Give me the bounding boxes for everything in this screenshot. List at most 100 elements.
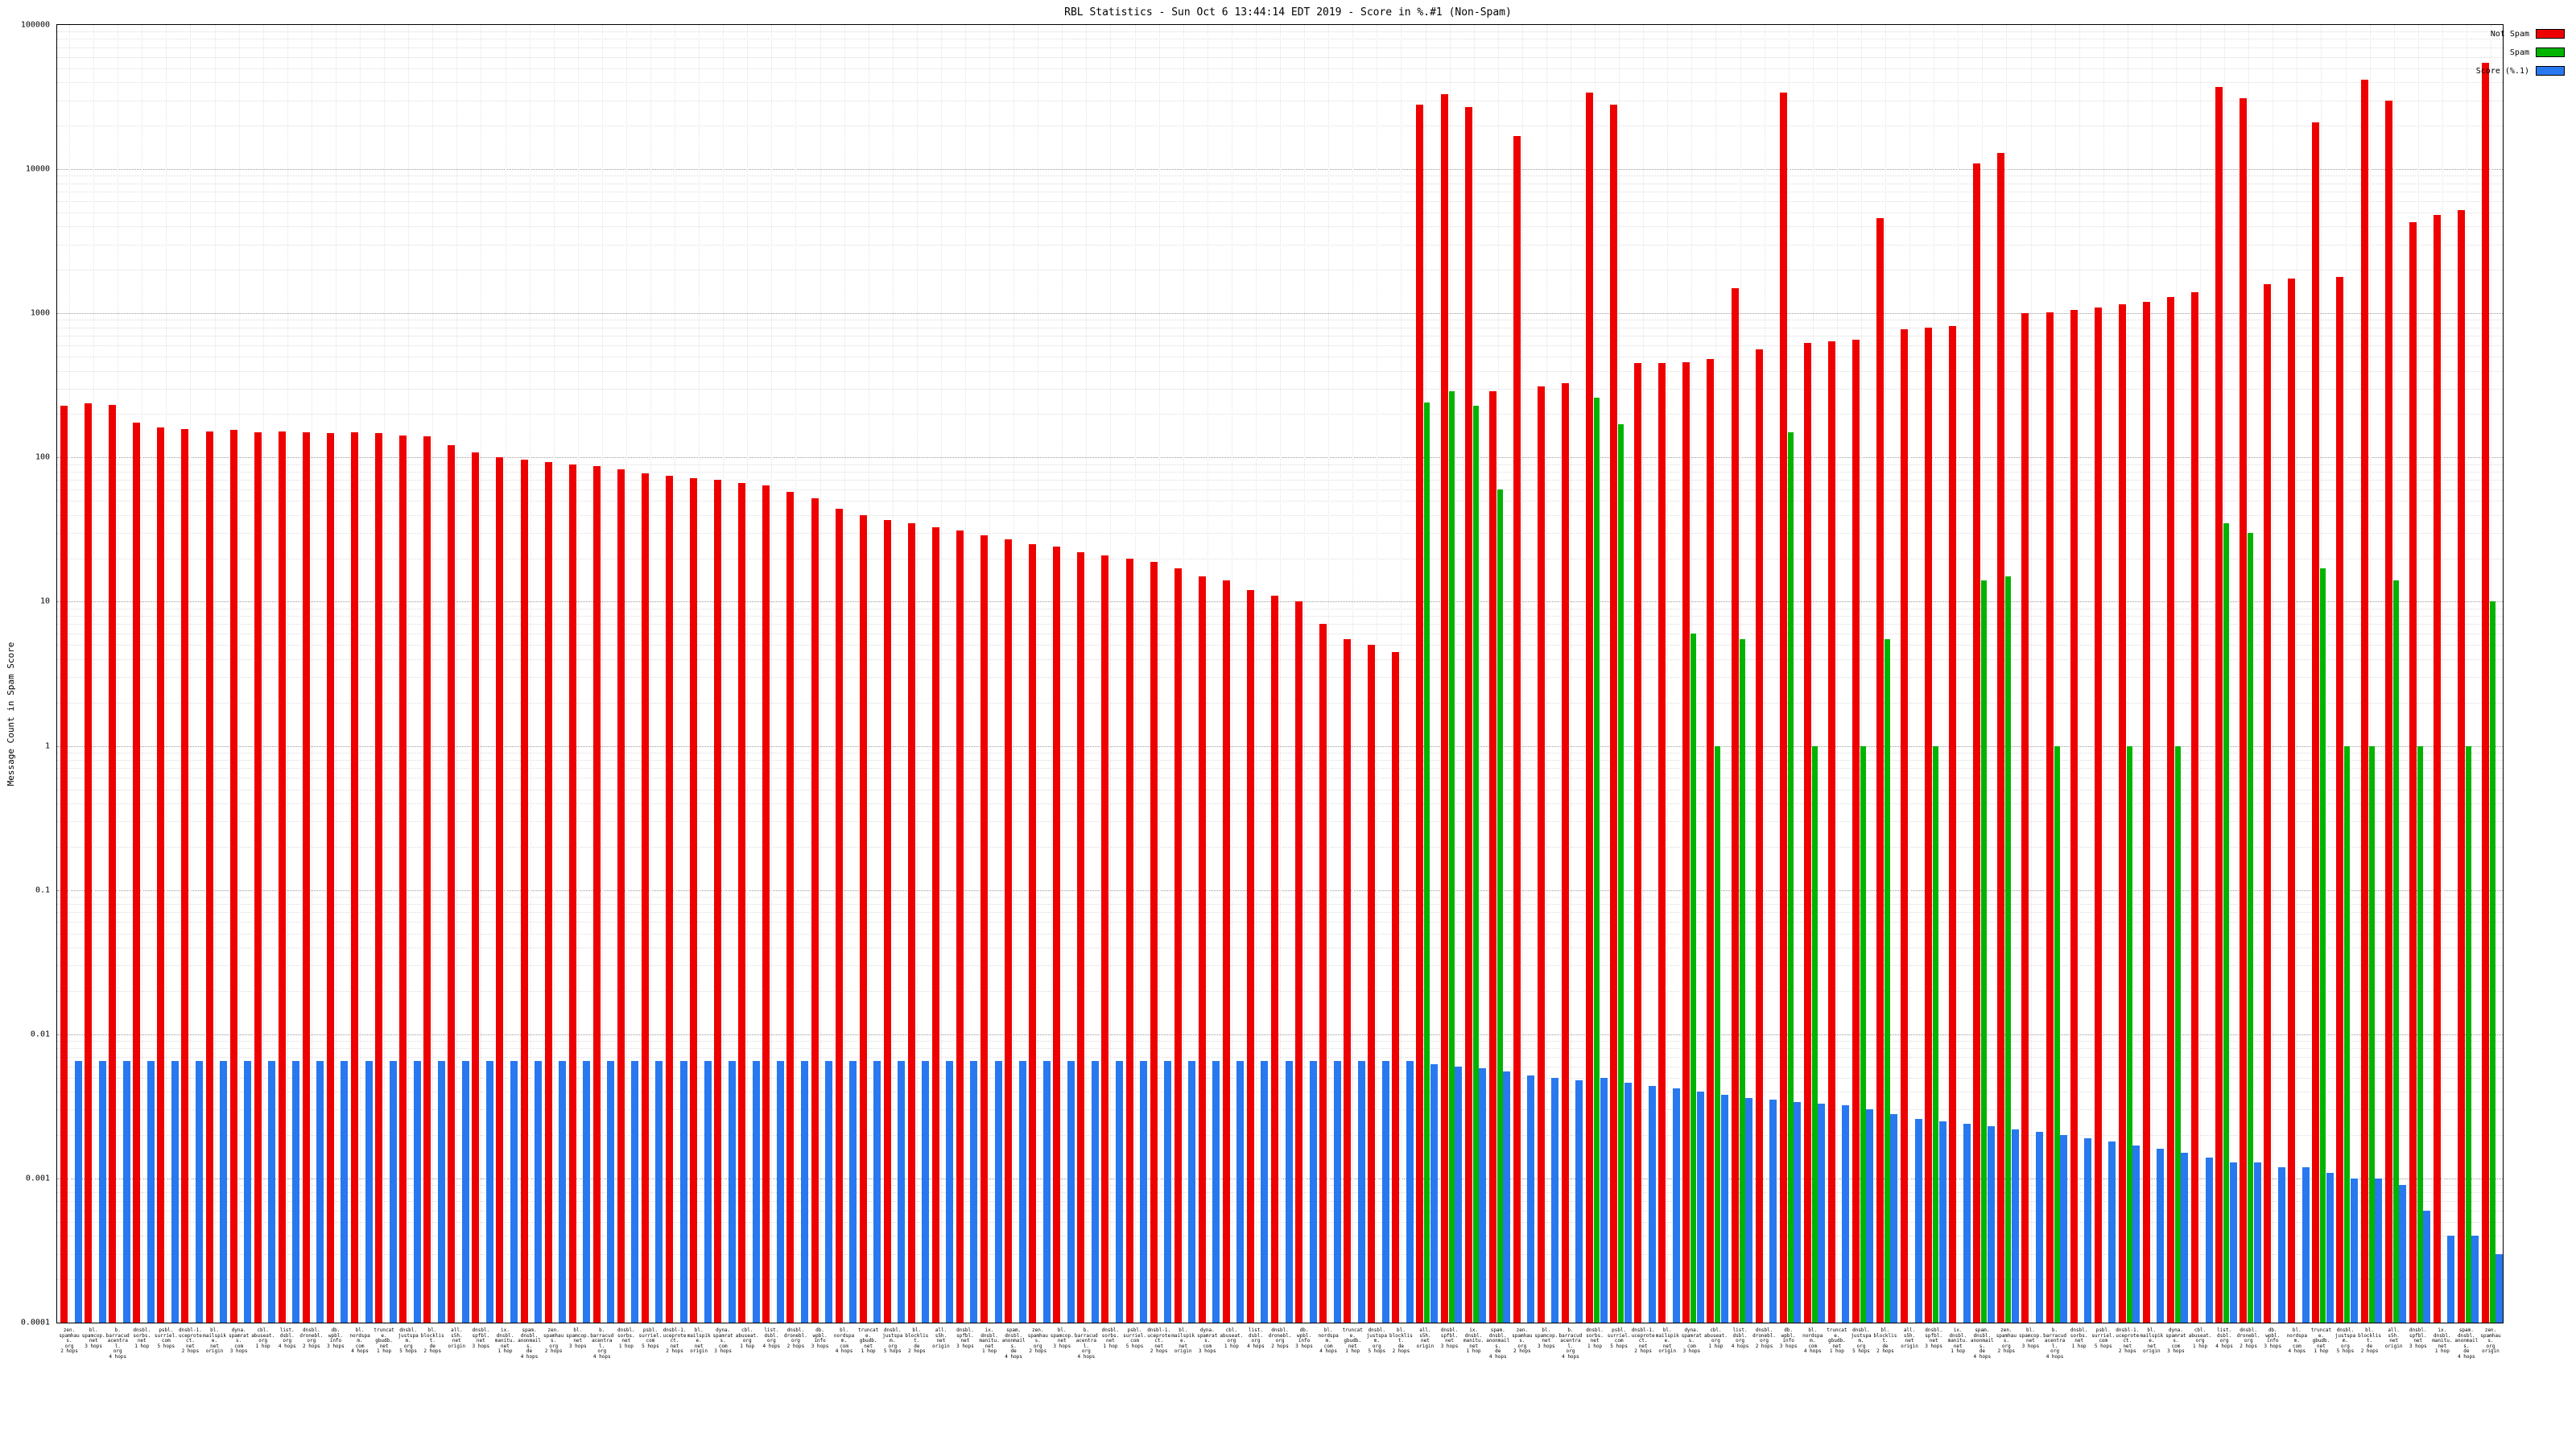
bar-not-spam xyxy=(278,431,286,1323)
x-tick-label: bl. blocklist. de 2 hops xyxy=(905,1327,929,1354)
bar-not-spam xyxy=(1925,327,1933,1323)
bar-not-spam xyxy=(1271,596,1278,1323)
bar-spam xyxy=(1448,390,1455,1323)
gridline-vertical xyxy=(1521,25,1523,1323)
x-tick-label: spam. dnsbl. anonmails. de 4 hops xyxy=(2454,1327,2479,1360)
x-tick-label: b. barracudacentral. org 4 hops xyxy=(1558,1327,1583,1360)
bar-spam xyxy=(1496,489,1503,1323)
bar-score xyxy=(704,1061,712,1323)
bar-not-spam xyxy=(520,459,528,1323)
bar-not-spam xyxy=(1053,547,1061,1323)
bar-not-spam xyxy=(2142,302,2150,1323)
bar-spam xyxy=(1690,634,1697,1323)
x-tick-label: dyna. spamrats. com 3 hops xyxy=(1197,1327,1218,1354)
bar-score xyxy=(1503,1071,1511,1323)
gridline-vertical xyxy=(2200,25,2201,1323)
bar-score xyxy=(220,1061,227,1323)
bar-score xyxy=(825,1061,832,1323)
plot-area xyxy=(56,24,2504,1323)
bar-score xyxy=(1648,1085,1656,1323)
bar-not-spam xyxy=(181,428,189,1323)
x-tick-label: cbl. abuseat. org 1 hop xyxy=(1220,1327,1244,1349)
bar-spam xyxy=(2248,533,2254,1323)
bar-score xyxy=(413,1061,421,1323)
gridline-vertical xyxy=(93,25,95,1323)
gridline-vertical xyxy=(2175,25,2177,1323)
bar-not-spam xyxy=(2264,283,2272,1323)
bar-spam xyxy=(2174,745,2181,1323)
x-tick-label: dnsbl. dronebl. org 2 hops xyxy=(783,1327,807,1349)
gridline-vertical xyxy=(1836,25,1838,1323)
gridline-vertical xyxy=(1158,25,1160,1323)
bar-not-spam xyxy=(1150,561,1158,1323)
bar-score xyxy=(1067,1061,1075,1323)
bar-spam xyxy=(1715,745,1721,1323)
bar-not-spam xyxy=(1125,558,1133,1323)
bar-spam xyxy=(2223,523,2229,1323)
bar-not-spam xyxy=(835,509,843,1323)
x-tick-label: bl. mailspike. net origin xyxy=(203,1327,226,1354)
bar-not-spam xyxy=(1682,361,1690,1323)
x-tick-label: dnsbl. dronebl. org 2 hops xyxy=(1752,1327,1776,1349)
bar-not-spam xyxy=(60,405,68,1323)
gridline-vertical xyxy=(69,25,70,1323)
x-tick-label: bl. mailspike. net origin xyxy=(1655,1327,1679,1354)
gridline-vertical xyxy=(940,25,942,1323)
bar-spam xyxy=(1981,580,1988,1323)
gridline-vertical xyxy=(1183,25,1184,1323)
bar-not-spam xyxy=(2433,215,2441,1323)
bar-not-spam xyxy=(956,530,964,1323)
x-tick-label: ix. dnsbl. manitu. net 1 hop xyxy=(1947,1327,1968,1354)
x-tick-label: b. barracudacentral. org 4 hops xyxy=(105,1327,130,1360)
bar-not-spam xyxy=(1779,92,1787,1323)
gridline-vertical xyxy=(408,25,410,1323)
bar-not-spam xyxy=(1949,325,1957,1323)
gridline-vertical xyxy=(1255,25,1257,1323)
x-tick-label: dnsbl. sorbs. net 1 hop xyxy=(2070,1327,2088,1349)
bar-score xyxy=(2301,1166,2310,1323)
bar-score xyxy=(2181,1153,2189,1323)
y-tick-label: 10000 xyxy=(25,164,50,174)
gridline-vertical xyxy=(601,25,603,1323)
bar-spam xyxy=(1739,638,1745,1323)
bar-not-spam xyxy=(1392,651,1400,1323)
bar-not-spam xyxy=(883,519,891,1323)
x-tick-label: bl. spamcop. net 3 hops xyxy=(1050,1327,1074,1349)
x-tick-label: bl. nordspam. com 4 hops xyxy=(833,1327,855,1354)
bar-score xyxy=(485,1061,493,1323)
gridline-vertical xyxy=(190,25,192,1323)
bar-spam xyxy=(2344,745,2351,1323)
bar-score xyxy=(1600,1077,1608,1323)
x-tick-label: psbl. surriel. com 5 hops xyxy=(2091,1327,2116,1349)
x-tick-label: db. wpbl. info 3 hops xyxy=(1779,1327,1798,1349)
bar-score xyxy=(1672,1088,1680,1323)
bar-not-spam xyxy=(448,444,456,1323)
bar-not-spam xyxy=(351,431,358,1323)
bar-not-spam xyxy=(2021,313,2029,1323)
gridline-vertical xyxy=(1304,25,1306,1323)
bar-spam xyxy=(2417,745,2423,1323)
gridline-vertical xyxy=(2030,25,2032,1323)
x-tick-label: zen. spamhaus. org 2 hops xyxy=(59,1327,80,1354)
x-tick-label: dnsbl. dronebl. org 2 hops xyxy=(299,1327,324,1349)
x-tick-label: all. s5h. net origin xyxy=(2384,1327,2403,1349)
x-tick-label: bl. spamcop. net 3 hops xyxy=(1534,1327,1558,1349)
bar-spam xyxy=(1884,638,1890,1323)
x-tick-label: dnsbl. justspam. org 5 hops xyxy=(398,1327,419,1354)
gridline-vertical xyxy=(262,25,264,1323)
bar-not-spam xyxy=(496,457,504,1323)
x-tick-label: bl. mailspike. net origin xyxy=(1171,1327,1195,1354)
bar-spam xyxy=(2126,745,2132,1323)
bar-spam xyxy=(2465,745,2471,1323)
y-tick-label: 1000 xyxy=(30,308,50,318)
bar-score xyxy=(1236,1061,1245,1323)
bar-score xyxy=(1430,1064,1438,1323)
bar-score xyxy=(535,1061,542,1323)
legend-label: Spam xyxy=(2509,47,2529,57)
bar-score xyxy=(752,1061,760,1323)
y-tick-label: 10 xyxy=(39,597,50,606)
bar-score xyxy=(2229,1162,2237,1323)
bar-score xyxy=(292,1061,300,1323)
bar-score xyxy=(437,1061,445,1323)
bar-not-spam xyxy=(2409,221,2417,1323)
